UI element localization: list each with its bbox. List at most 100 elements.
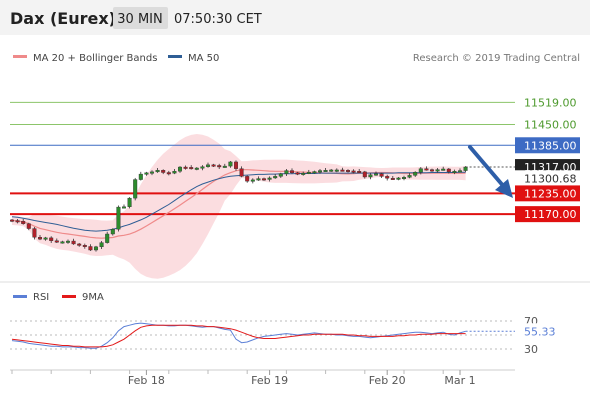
candle <box>262 177 267 181</box>
candle <box>149 170 154 176</box>
candle <box>340 167 345 172</box>
candle <box>77 242 82 247</box>
candle <box>379 172 384 178</box>
rsi-last-label: 55.33 <box>524 325 556 338</box>
timeframe-badge[interactable] <box>113 7 168 29</box>
candle <box>278 172 283 178</box>
x-tick-label-2: Feb 20 <box>369 374 406 387</box>
candle <box>256 176 261 181</box>
ma50-price-label: 11300.68 <box>524 172 577 185</box>
ma50-price-badge <box>515 170 580 186</box>
candles <box>9 160 468 252</box>
header-time: 07:50:30 CET <box>174 12 262 27</box>
instrument-title: Dax (Eurex) <box>10 9 116 28</box>
candle <box>127 197 132 209</box>
candle <box>200 165 205 171</box>
candle <box>357 168 362 173</box>
candle <box>144 171 149 176</box>
candle <box>194 167 199 171</box>
candle <box>312 170 317 174</box>
candle <box>82 243 87 249</box>
candle <box>385 174 390 181</box>
candle <box>138 171 143 181</box>
candle <box>306 169 311 175</box>
candle <box>155 168 160 173</box>
candle <box>116 205 121 232</box>
legend-credit: Research © 2019 Trading Central <box>413 53 580 64</box>
candle <box>239 166 244 178</box>
level-label-2: 11385.00 <box>524 139 577 152</box>
candle <box>413 171 418 177</box>
level-label-0: 11519.00 <box>524 96 577 109</box>
x-tick-label-0: Feb 18 <box>128 374 165 387</box>
candle <box>362 170 367 179</box>
bollinger-band <box>12 134 466 279</box>
rsi-tick-label-2: 30 <box>524 343 538 356</box>
candle <box>250 178 255 184</box>
candle <box>110 228 115 236</box>
candle <box>93 245 98 252</box>
candle <box>60 240 65 244</box>
candle <box>38 234 43 241</box>
candle <box>390 176 395 180</box>
support-resistance-levels <box>10 101 515 216</box>
candle <box>301 171 306 176</box>
candle <box>32 226 37 240</box>
level-label-1: 11450.00 <box>524 118 577 131</box>
candle <box>295 171 300 176</box>
candle <box>9 218 14 223</box>
level-badge-4 <box>515 206 580 223</box>
rsi-ma-line <box>11 324 466 348</box>
candle <box>21 218 26 225</box>
candle <box>189 165 194 170</box>
candle <box>430 168 435 172</box>
candle <box>418 167 423 175</box>
candle <box>211 163 216 168</box>
candle <box>177 166 182 173</box>
candle <box>284 168 289 177</box>
candle <box>133 177 138 201</box>
candle <box>105 231 110 244</box>
level-badge-2 <box>515 137 580 154</box>
price-level-labels: 11519.00 11450.00 11385.00 11235.00 11170.00… <box>515 96 580 223</box>
x-tick-label-3: Mar 1 <box>444 374 475 387</box>
candle <box>161 169 166 175</box>
candle <box>446 168 451 174</box>
candle <box>205 162 210 168</box>
header-bar <box>0 0 590 35</box>
candle <box>368 173 373 180</box>
legend-9ma-swatch <box>62 295 76 298</box>
candle <box>166 170 171 176</box>
candle <box>351 169 356 174</box>
candle <box>15 218 20 224</box>
timeframe-label: 30 MIN <box>117 12 162 27</box>
legend-ma50-swatch <box>168 55 182 58</box>
candle <box>452 169 457 175</box>
candle <box>267 176 272 182</box>
forecast-arrow-icon <box>468 145 513 198</box>
legend-rsi-swatch <box>13 295 27 298</box>
candle <box>26 222 31 231</box>
candle <box>402 175 407 181</box>
candle <box>424 166 429 171</box>
candle <box>407 173 412 179</box>
candle <box>71 238 76 245</box>
level-label-4: 11170.00 <box>524 208 577 221</box>
candle <box>222 163 227 168</box>
candle <box>273 174 278 179</box>
rsi-last-badge <box>515 323 565 340</box>
legend-bollinger-label: MA 20 + Bollinger Bands <box>33 53 157 64</box>
candle <box>49 236 54 243</box>
candle <box>183 165 188 170</box>
candle <box>43 236 48 241</box>
candle <box>65 239 70 244</box>
ma50-line <box>11 171 466 232</box>
candle <box>290 168 295 174</box>
legend-bollinger-swatch <box>13 55 27 58</box>
candle <box>233 160 238 171</box>
legend-ma50-label: MA 50 <box>188 53 219 64</box>
candle <box>99 241 104 250</box>
moving-averages <box>11 169 466 239</box>
candle <box>88 244 93 251</box>
level-badge-3 <box>515 185 580 202</box>
